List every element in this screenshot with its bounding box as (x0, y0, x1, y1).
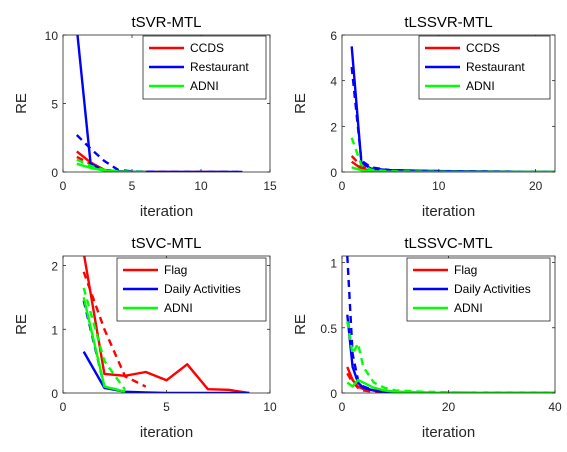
axes-box (341, 34, 556, 173)
y-tick-label: 0 (51, 387, 58, 401)
legend: Flag Daily Activities ADNI (406, 257, 551, 322)
chart-title: tSVC-MTL (131, 235, 201, 252)
series-line-adni-dashed (76, 158, 146, 172)
y-axis-label: RE (292, 93, 309, 114)
y-tick-label: 1 (51, 323, 58, 337)
x-tick-label: 0 (339, 179, 346, 193)
series-group (346, 256, 555, 393)
series-line-adni-dashed (346, 321, 555, 393)
series-line-adni (82, 297, 126, 393)
x-tick-label: 0 (60, 400, 67, 414)
series-line-restaurant-dashed (75, 134, 243, 172)
legend: CCDS Restaurant ADNI (418, 35, 551, 100)
y-tick-label: 5 (51, 98, 58, 112)
y-tick-label: 0 (51, 166, 58, 180)
series-line-flag-dashed (82, 271, 147, 388)
legend-label: Restaurant (190, 60, 249, 74)
series-line-adni-dashed (82, 287, 127, 391)
y-tick-label: 4 (330, 75, 337, 89)
y-tick-label: 6 (330, 29, 337, 43)
legend-label: Flag (454, 263, 477, 277)
legend-label: ADNI (454, 301, 483, 315)
y-tick-label: 2 (330, 120, 337, 134)
x-tick-label: 15 (263, 179, 277, 193)
x-tick-label: 10 (432, 179, 446, 193)
x-tick-label: 0 (339, 400, 346, 414)
x-tick-label: 0 (60, 179, 67, 193)
y-tick-label: 1 (330, 257, 337, 271)
legend-label: ADNI (190, 79, 219, 93)
x-tick-label: 5 (163, 400, 170, 414)
legend-label: CCDS (190, 41, 224, 55)
y-tick-label: 0.5 (320, 322, 337, 336)
chart-panel-3: 0 5 10 0 1 2 tSVC-MTL iteration RE Flag Daily Acti… (13, 235, 277, 441)
legend: Flag Daily Activities ADNI (116, 257, 267, 322)
y-tick-label: 2 (51, 260, 58, 274)
y-tick-label: 0 (330, 387, 337, 401)
x-axis-label: iteration (422, 424, 475, 441)
series-line-flag (83, 256, 250, 393)
legend-label: Restaurant (466, 60, 525, 74)
chart-title: tLSSVR-MTL (404, 14, 492, 31)
legend-label: Daily Activities (454, 282, 531, 296)
y-tick-label: 0 (330, 166, 337, 180)
series-line-adni-dashed (350, 137, 555, 172)
legend-label: Flag (164, 263, 187, 277)
x-tick-label: 10 (194, 179, 208, 193)
chart-panel-1: 0 5 10 15 0 5 10 tSVR-MTL iteration RE CCDS Restaur… (13, 14, 277, 220)
x-tick-label: 40 (548, 400, 562, 414)
chart-title: tSVR-MTL (131, 14, 201, 31)
legend: CCDS Restaurant ADNI (142, 35, 267, 100)
y-axis-label: RE (13, 314, 30, 335)
series-group (82, 256, 250, 393)
x-tick-label: 20 (442, 400, 456, 414)
series-group (75, 35, 243, 172)
chart-panel-4: 0 20 40 0 0.5 1 tLSSVC-MTL iteration RE Flag Daily… (292, 235, 562, 441)
legend-label: Daily Activities (164, 282, 241, 296)
legend-label: CCDS (466, 41, 500, 55)
y-axis-label: RE (13, 93, 30, 114)
chart-title: tLSSVC-MTL (404, 235, 492, 252)
x-tick-label: 20 (529, 179, 543, 193)
series-line-adni (346, 378, 555, 393)
y-axis-label: RE (292, 314, 309, 335)
y-tick-label: 10 (45, 29, 59, 43)
series-line-flag-dashed (346, 372, 555, 393)
x-axis-label: iteration (140, 203, 193, 220)
series-line-ccds-dashed (350, 155, 555, 172)
x-tick-label: 10 (263, 400, 277, 414)
legend-label: ADNI (466, 79, 495, 93)
series-line-restaurant-dashed (350, 66, 555, 172)
x-axis-label: iteration (140, 424, 193, 441)
x-tick-label: 5 (129, 179, 136, 193)
series-line-daily-activities (346, 314, 555, 393)
x-axis-label: iteration (422, 203, 475, 220)
legend-label: ADNI (164, 301, 193, 315)
chart-panel-2: 0 10 20 0 2 4 6 tLSSVR-MTL iteration RE CCDS Restau… (292, 14, 556, 220)
